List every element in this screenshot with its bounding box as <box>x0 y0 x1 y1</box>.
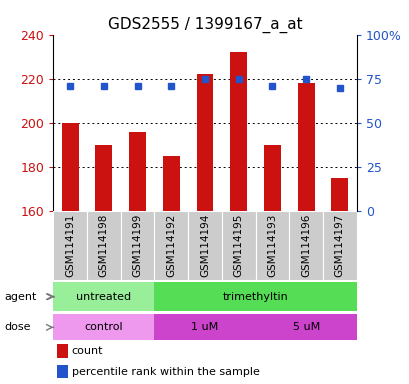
Text: 1 uM: 1 uM <box>191 322 218 333</box>
Bar <box>322 211 356 280</box>
Bar <box>188 211 221 280</box>
Text: GSM114192: GSM114192 <box>166 213 176 276</box>
Text: GSM114194: GSM114194 <box>200 213 209 276</box>
Bar <box>120 211 154 280</box>
Text: GSM114197: GSM114197 <box>334 213 344 276</box>
Text: GSM114195: GSM114195 <box>233 213 243 276</box>
Bar <box>57 365 67 378</box>
Bar <box>57 344 67 358</box>
Text: control: control <box>84 322 123 333</box>
Text: GSM114193: GSM114193 <box>267 213 277 276</box>
Bar <box>230 52 247 211</box>
Text: GSM114196: GSM114196 <box>300 213 310 276</box>
Text: dose: dose <box>4 322 31 333</box>
Bar <box>53 282 154 311</box>
Bar <box>255 211 289 280</box>
Bar <box>196 74 213 211</box>
Bar <box>62 123 79 211</box>
Bar <box>154 282 356 311</box>
Bar <box>129 132 146 211</box>
Bar <box>297 83 314 211</box>
Bar <box>154 314 255 340</box>
Text: GSM114191: GSM114191 <box>65 213 75 276</box>
Bar <box>330 178 347 211</box>
Bar <box>95 145 112 211</box>
Bar <box>255 314 356 340</box>
Title: GDS2555 / 1399167_a_at: GDS2555 / 1399167_a_at <box>108 17 301 33</box>
Text: agent: agent <box>4 291 36 302</box>
Text: GSM114198: GSM114198 <box>99 213 109 276</box>
Text: 5 uM: 5 uM <box>292 322 319 333</box>
Text: trimethyltin: trimethyltin <box>222 291 288 302</box>
Bar <box>162 156 179 211</box>
Bar <box>53 314 154 340</box>
Bar <box>263 145 280 211</box>
Text: GSM114199: GSM114199 <box>132 213 142 276</box>
Text: percentile rank within the sample: percentile rank within the sample <box>72 367 259 377</box>
Text: count: count <box>72 346 103 356</box>
Bar <box>53 211 87 280</box>
Bar <box>221 211 255 280</box>
Bar <box>87 211 120 280</box>
Bar <box>289 211 322 280</box>
Bar <box>154 211 188 280</box>
Text: untreated: untreated <box>76 291 131 302</box>
